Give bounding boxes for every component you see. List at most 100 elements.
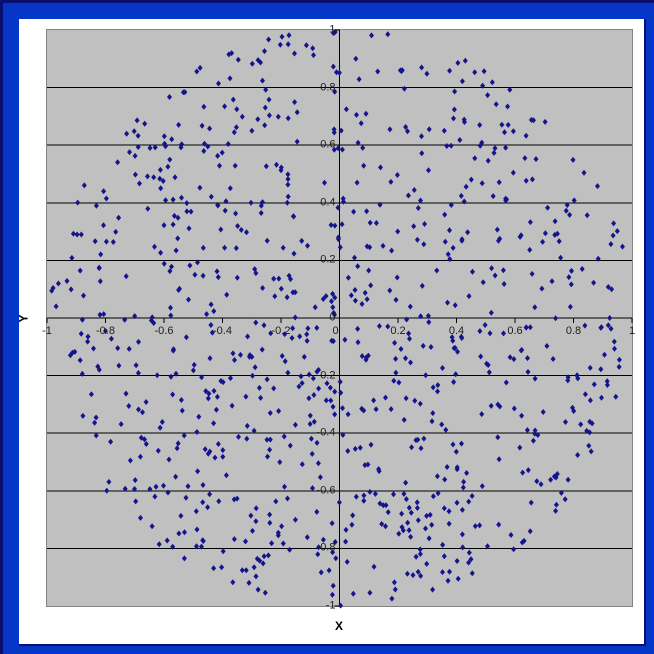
scatter-point: [507, 354, 513, 361]
scatter-point: [110, 239, 116, 245]
scatter-point: [265, 552, 271, 559]
scatter-point: [403, 395, 409, 402]
chart-canvas: [46, 29, 633, 609]
scatter-point: [571, 197, 577, 204]
scatter-point: [423, 525, 428, 532]
scatter-point: [70, 230, 76, 237]
scatter-point: [231, 536, 237, 543]
scatter-point: [387, 126, 393, 133]
scatter-point: [329, 520, 335, 527]
scatter-point: [563, 419, 568, 425]
scatter-point: [91, 345, 96, 352]
scatter-point: [492, 272, 498, 279]
scatter-point: [363, 110, 369, 117]
scatter-point: [405, 192, 411, 199]
scatter-point: [251, 564, 257, 571]
scatter-point: [289, 335, 295, 341]
scatter-point: [482, 322, 488, 328]
scatter-point: [523, 324, 529, 331]
scatter-point: [418, 313, 424, 320]
scatter-point: [253, 505, 259, 512]
scatter-point: [207, 491, 213, 498]
scatter-point: [494, 226, 500, 233]
scatter-point: [353, 55, 359, 62]
scatter-point: [266, 36, 272, 43]
scatter-point: [419, 64, 425, 71]
scatter-point: [220, 447, 226, 454]
scatter-point: [503, 195, 509, 202]
scatter-point: [267, 519, 273, 526]
scatter-point: [452, 88, 458, 95]
scatter-point: [330, 63, 336, 70]
scatter-point: [316, 385, 322, 392]
scatter-point: [217, 162, 222, 169]
scatter-point: [488, 309, 494, 316]
scatter-point: [195, 468, 201, 475]
scatter-point: [401, 416, 407, 423]
scatter-point: [492, 145, 498, 152]
scatter-point: [160, 178, 166, 184]
scatter-point: [605, 322, 611, 329]
scatter-point: [134, 117, 140, 124]
scatter-point: [284, 199, 290, 206]
plot-area[interactable]: -1 -0.8 -0.6 -0.4 -0.2 0 0.2 0.4 0.6 0.8 1 1 0.8 0.6 0…: [42, 24, 635, 611]
scatter-point: [510, 128, 516, 135]
scatter-point: [468, 176, 474, 183]
scatter-point: [472, 69, 478, 76]
scatter-point: [173, 247, 179, 254]
scatter-point: [429, 521, 435, 528]
scatter-point: [183, 334, 189, 341]
scatter-point: [277, 459, 283, 466]
scatter-point: [213, 406, 219, 413]
scatter-point: [404, 316, 410, 323]
scatter-point: [257, 557, 263, 564]
scatter-point: [445, 251, 451, 258]
scatter-point: [393, 369, 399, 376]
scatter-point: [418, 197, 423, 204]
y-axis-title: Y: [16, 314, 31, 323]
scatter-point: [262, 48, 267, 55]
scatter-point: [167, 268, 173, 275]
scatter-point: [371, 397, 377, 404]
scatter-point: [276, 275, 282, 282]
scatter-point: [503, 144, 509, 151]
scatter-point: [352, 297, 358, 304]
scatter-point: [285, 193, 291, 200]
scatter-point: [255, 586, 261, 593]
scatter-point: [250, 372, 255, 379]
y-tick-label: 0: [329, 311, 336, 324]
x-tick-label: -0.4: [213, 325, 232, 337]
scatter-point: [215, 274, 221, 281]
scatter-point: [376, 323, 382, 330]
scatter-point: [598, 366, 604, 373]
scatter-point: [179, 194, 184, 201]
scatter-point: [177, 285, 182, 292]
scatter-point: [542, 230, 548, 237]
scatter-point: [361, 492, 367, 499]
scatter-point: [608, 325, 614, 332]
scatter-point: [201, 103, 207, 110]
scatter-point: [408, 533, 414, 540]
scatter-point: [355, 139, 361, 146]
scatter-point: [609, 286, 615, 293]
scatter-point: [459, 78, 465, 85]
scatter-point: [604, 382, 610, 388]
scatter-point: [403, 479, 409, 486]
scatter-point: [450, 441, 456, 448]
scatter-point: [308, 435, 314, 442]
scatter-point: [252, 266, 258, 273]
scatter-point: [451, 345, 457, 352]
scatter-point: [272, 293, 278, 300]
scatter-point: [361, 497, 367, 504]
scatter-point: [122, 485, 128, 492]
scatter-point: [566, 274, 572, 281]
scatter-point: [403, 355, 408, 362]
scatter-point: [131, 128, 137, 135]
scatter-point: [469, 493, 475, 499]
scatter-point: [208, 301, 214, 308]
scatter-point: [522, 155, 528, 162]
scatter-point: [274, 161, 279, 168]
scatter-point: [620, 243, 625, 250]
scatter-point: [380, 242, 386, 249]
scatter-point: [154, 372, 160, 379]
